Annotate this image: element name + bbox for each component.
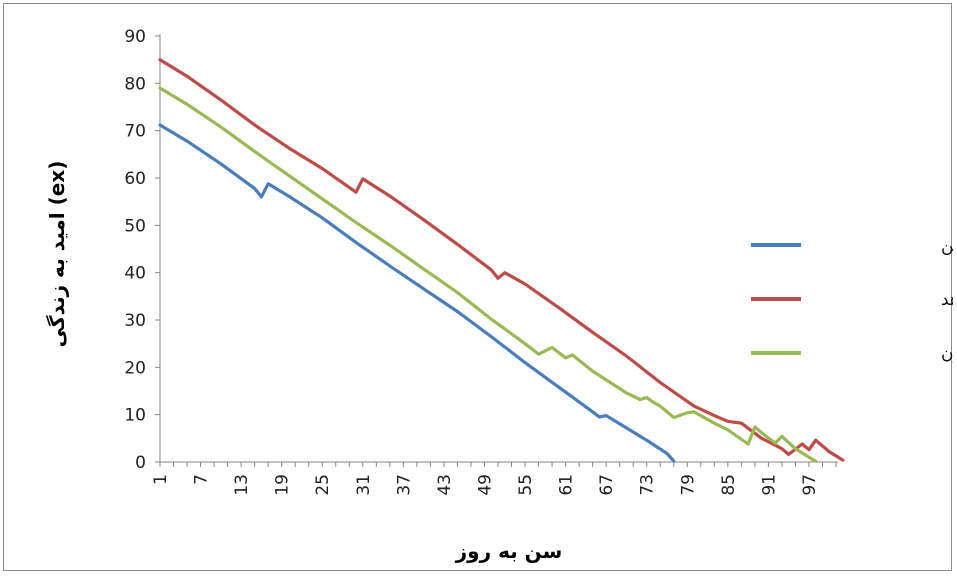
y-tick-label: 70 [124,122,146,142]
x-tick-label: 37 [394,474,414,496]
y-tick-label: 50 [124,216,146,236]
x-tick-label: 1 [151,474,171,485]
y-tick-label: 20 [124,358,146,378]
x-tick-label: 91 [759,474,779,496]
x-tick-label: 73 [638,474,658,496]
legend-label-3: هگزافلومرون [941,343,953,364]
x-tick-label: 13 [232,474,252,496]
x-tick-label: 43 [435,474,455,496]
series-lines [158,58,845,463]
x-tick-label: 7 [192,474,212,485]
x-tick-label: 79 [678,474,698,496]
axes [159,34,838,463]
x-tick-label: 67 [597,474,617,496]
x-tick-label: 55 [516,474,536,496]
y-tick-label: 60 [124,169,146,189]
x-tick-label: 85 [719,474,739,496]
y-axis-title: امید به زندگی (ex) [45,161,69,348]
x-tick-label: 19 [273,474,293,496]
y-tick-label: 80 [124,74,146,94]
x-tick-label: 61 [557,474,577,496]
series-line-3 [158,86,818,463]
y-tick-label: 30 [124,311,146,331]
chart-frame: 0 10 20 30 40 50 60 70 80 90 1 7 13 19 25 31 37 43 49 55 61… [3,3,953,571]
y-tick-label: 10 [124,406,146,426]
series-line-2 [158,58,845,462]
legend-label-2: شاهد [941,290,953,310]
x-ticks: 1 7 13 19 25 31 37 43 49 55 61 67 73 79 85 91 97 [151,462,837,496]
x-axis-title: سن به روز [455,539,563,563]
y-tick-label: 0 [135,453,146,473]
legend-label-1: اسپیرودایکلوفن [941,236,953,256]
y-tick-label: 90 [124,27,146,47]
y-ticks: 0 10 20 30 40 50 60 70 80 90 [124,27,160,473]
x-tick-label: 49 [475,474,495,496]
x-tick-label: 97 [800,474,820,496]
x-tick-label: 31 [354,474,374,496]
x-tick-label: 25 [313,474,333,496]
series-line-1 [158,123,676,463]
line-chart: 0 10 20 30 40 50 60 70 80 90 1 7 13 19 25 31 37 43 49 55 61… [45,27,953,563]
y-tick-label: 40 [124,264,146,284]
legend: اسپیرودایکلوفن شاهد هگزافلومرون [751,236,953,364]
